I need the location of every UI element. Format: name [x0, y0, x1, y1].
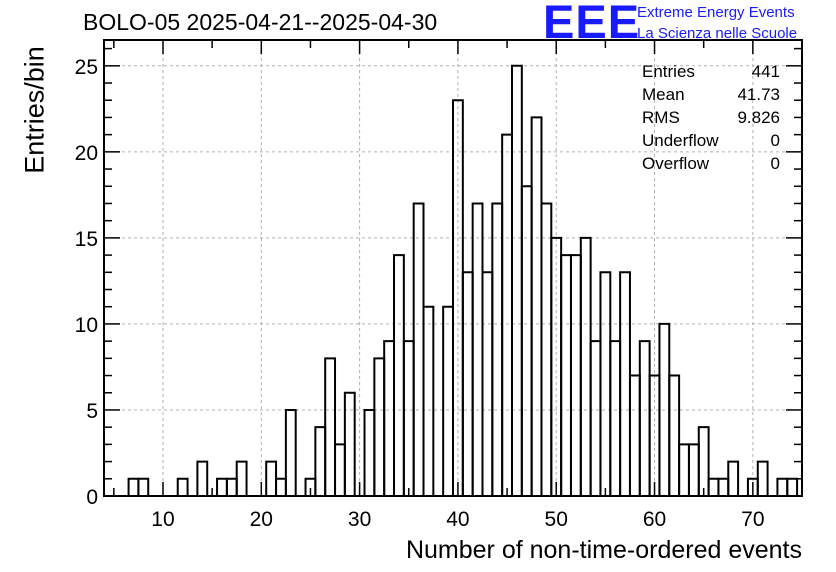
histogram-bin [461, 271, 474, 496]
tick-labels: 10 20 30 40 50 60 70 0 5 10 15 20 25 [75, 56, 765, 531]
y-tick-label: 20 [75, 142, 98, 165]
histogram-bin [176, 477, 189, 496]
stat-entries: Entries 441 [642, 60, 780, 83]
histogram-bin [619, 271, 631, 496]
stat-overflow: Overflow 0 [642, 152, 780, 175]
histogram-bin [481, 271, 494, 496]
histogram-bin [717, 477, 730, 496]
plot-frame [103, 39, 803, 497]
histogram-bin [225, 477, 238, 496]
stat-label: Mean [642, 85, 685, 104]
y-tick-label: 0 [86, 486, 98, 509]
histogram-bin [216, 477, 228, 496]
stat-value: 0 [770, 154, 780, 173]
y-tick-label: 5 [86, 400, 98, 423]
histogram-bin [560, 254, 572, 496]
histogram-bin [540, 202, 553, 496]
histogram-bin [628, 374, 641, 496]
stat-value: 41.73 [737, 85, 780, 104]
y-tick-label: 10 [75, 314, 98, 337]
histogram-bin [127, 477, 140, 496]
y-tick-label: 15 [75, 228, 98, 251]
histogram-bin [265, 460, 278, 496]
histogram-bin [668, 374, 681, 496]
stat-label: Entries [642, 62, 695, 81]
stat-rms: RMS 9.826 [642, 106, 780, 129]
histogram-bin [687, 443, 700, 496]
histogram-bin [776, 477, 789, 496]
histogram-bin [334, 443, 346, 496]
histogram-bin [589, 340, 602, 496]
histogram-bin [383, 340, 396, 496]
logo-line-2: La Scienza nelle Scuole [637, 25, 798, 42]
stats-box: Entries 441 Mean 41.73 RMS 9.826 Underfl… [642, 60, 780, 175]
histogram-bin [393, 254, 405, 496]
y-tick-label: 25 [75, 56, 98, 79]
chart-title: BOLO-05 2025-04-21--2025-04-30 [83, 9, 438, 35]
histogram-bin [402, 340, 415, 496]
stat-mean: Mean 41.73 [642, 83, 780, 106]
x-tick-label: 40 [446, 508, 469, 531]
histogram-bin [284, 408, 297, 496]
histogram-bin [579, 236, 592, 496]
histogram-bin [697, 426, 710, 496]
histogram-bin [786, 477, 799, 496]
histogram-bin [569, 254, 582, 496]
histogram-bin [275, 477, 287, 496]
histogram-bin [727, 460, 740, 496]
eee-logo: EEE Extreme Energy Events La Scienza nel… [543, 0, 833, 48]
histogram-bin [609, 340, 622, 496]
histogram-bin [442, 305, 454, 496]
histogram-bin [314, 426, 327, 496]
histogram-bin [678, 443, 690, 496]
stat-label: Underflow [642, 131, 719, 150]
stat-value: 9.826 [737, 108, 780, 127]
x-tick-label: 30 [348, 508, 371, 531]
stat-value: 441 [751, 62, 780, 81]
histogram-bin [530, 116, 543, 496]
histogram-bin [756, 460, 769, 496]
histogram-bin [196, 460, 209, 496]
histogram-bin [324, 357, 337, 496]
logo-line-1: Extreme Energy Events [637, 4, 795, 21]
histogram-bin [422, 305, 435, 496]
histogram-bin [491, 202, 504, 496]
x-tick-label: 60 [643, 508, 666, 531]
histogram-bin [638, 340, 651, 496]
axes [103, 39, 803, 497]
x-tick-label: 10 [151, 508, 174, 531]
stat-underflow: Underflow 0 [642, 129, 780, 152]
histogram-bin [343, 391, 356, 496]
stat-value: 0 [770, 131, 780, 150]
histogram-bin [373, 357, 386, 496]
stat-label: RMS [642, 108, 680, 127]
histogram-bin [363, 408, 376, 496]
histogram-bin [235, 460, 248, 496]
stat-label: Overflow [642, 154, 710, 173]
histogram-bin [707, 477, 720, 496]
histogram-bin [510, 64, 523, 496]
x-tick-label: 20 [250, 508, 273, 531]
histogram-bin [520, 185, 533, 496]
histogram-bin [137, 477, 150, 496]
histogram-bin [412, 202, 425, 496]
x-tick-label: 70 [741, 508, 764, 531]
histogram-bin [501, 133, 513, 496]
x-tick-label: 50 [545, 508, 568, 531]
histogram-bin [599, 271, 612, 496]
histogram-bin [648, 374, 661, 496]
x-axis-label: Number of non-time-ordered events [405, 536, 802, 564]
histogram [127, 64, 799, 496]
logo-letters: EEE [543, 0, 641, 48]
histogram-bin [471, 202, 484, 496]
